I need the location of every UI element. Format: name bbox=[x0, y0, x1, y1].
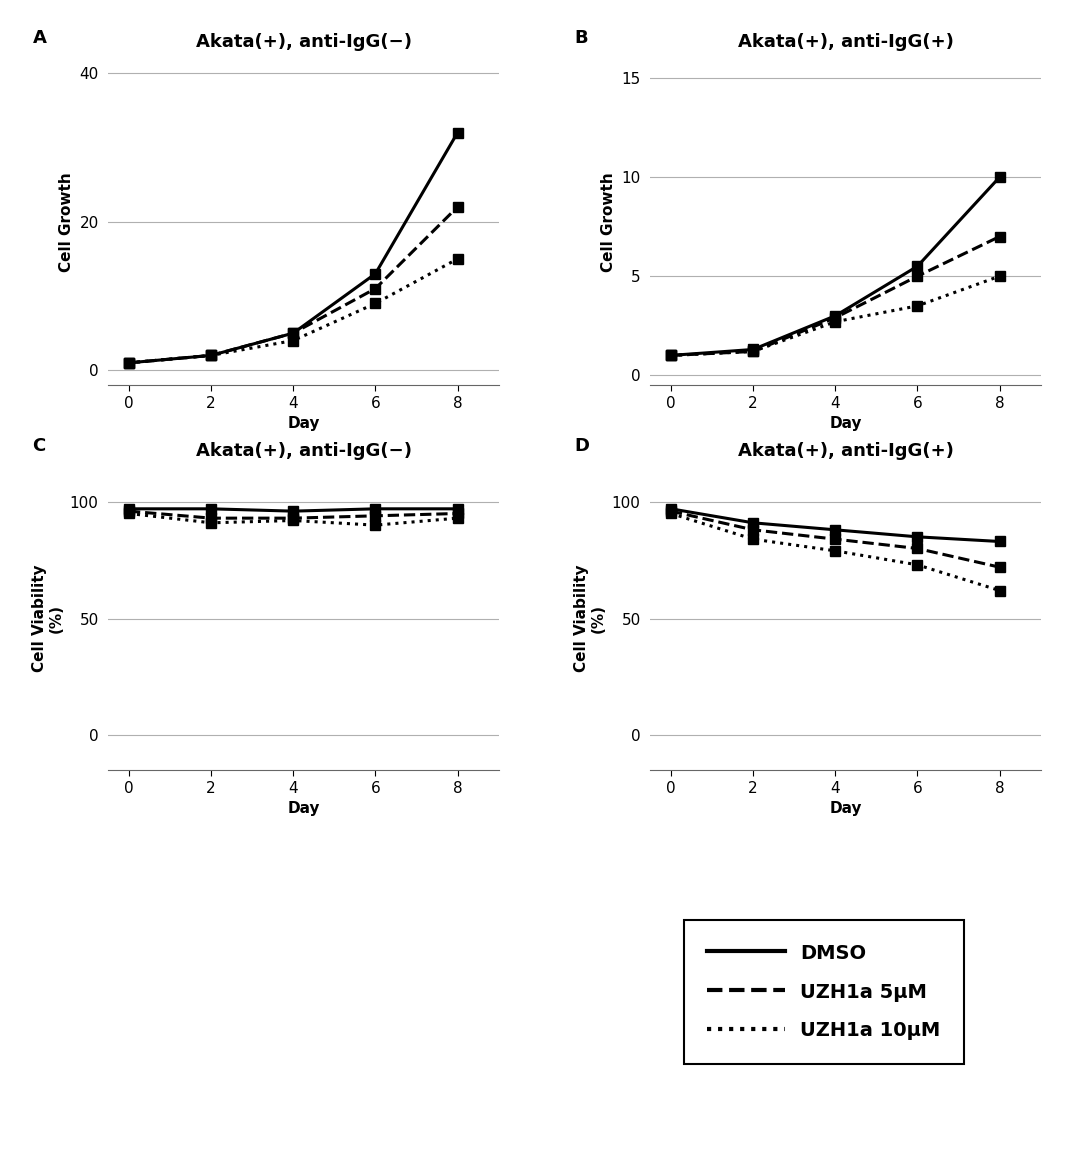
X-axis label: Day: Day bbox=[829, 417, 862, 431]
Y-axis label: Cell Growth: Cell Growth bbox=[601, 172, 616, 272]
Title: Akata(+), anti-IgG(−): Akata(+), anti-IgG(−) bbox=[195, 441, 412, 460]
Y-axis label: Cell Viability
(%): Cell Viability (%) bbox=[573, 565, 606, 672]
Text: A: A bbox=[33, 29, 47, 47]
X-axis label: Day: Day bbox=[287, 417, 320, 431]
Text: D: D bbox=[575, 438, 590, 455]
X-axis label: Day: Day bbox=[829, 802, 862, 816]
Text: C: C bbox=[33, 438, 46, 455]
Title: Akata(+), anti-IgG(+): Akata(+), anti-IgG(+) bbox=[737, 33, 954, 51]
Y-axis label: Cell Growth: Cell Growth bbox=[59, 172, 74, 272]
Legend: DMSO, UZH1a 5μM, UZH1a 10μM: DMSO, UZH1a 5μM, UZH1a 10μM bbox=[684, 920, 964, 1064]
X-axis label: Day: Day bbox=[287, 802, 320, 816]
Text: B: B bbox=[575, 29, 589, 47]
Title: Akata(+), anti-IgG(−): Akata(+), anti-IgG(−) bbox=[195, 33, 412, 51]
Y-axis label: Cell Viability
(%): Cell Viability (%) bbox=[31, 565, 64, 672]
Title: Akata(+), anti-IgG(+): Akata(+), anti-IgG(+) bbox=[737, 441, 954, 460]
